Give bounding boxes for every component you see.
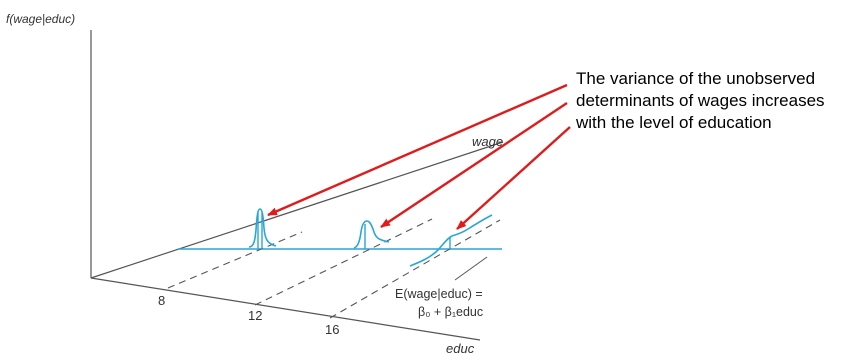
educ-axis-label: educ (446, 341, 475, 354)
regression-label-line1: E(wage|educ) = (395, 287, 483, 301)
dashed-line-16 (329, 219, 501, 319)
dashed-line-12 (254, 218, 433, 306)
tick-label-12: 12 (248, 308, 262, 323)
density-curve-12 (353, 220, 390, 249)
annotation-line3: with the level of education (575, 113, 772, 132)
y-axis-label: f(wage|educ) (6, 12, 75, 26)
wage-axis (90, 141, 504, 279)
arrow-to-curve-16 (456, 126, 571, 230)
annotation-line1: The variance of the unobserved (576, 69, 815, 88)
arrow-to-curve-12 (380, 102, 568, 228)
annotation-line2: determinants of wages increases (576, 91, 825, 110)
regression-pointer (454, 256, 488, 281)
wage-axis-label: wage (472, 134, 503, 149)
dashed-line-8 (167, 231, 303, 289)
density-curve-8 (248, 208, 277, 249)
tick-label-16: 16 (325, 322, 339, 337)
arrow-to-curve-8 (267, 83, 568, 217)
regression-label-line2: β₀ + β₁educ (418, 305, 483, 319)
tick-label-8: 8 (158, 293, 165, 308)
density-curve-16 (409, 214, 493, 267)
educ-axis (90, 277, 481, 341)
